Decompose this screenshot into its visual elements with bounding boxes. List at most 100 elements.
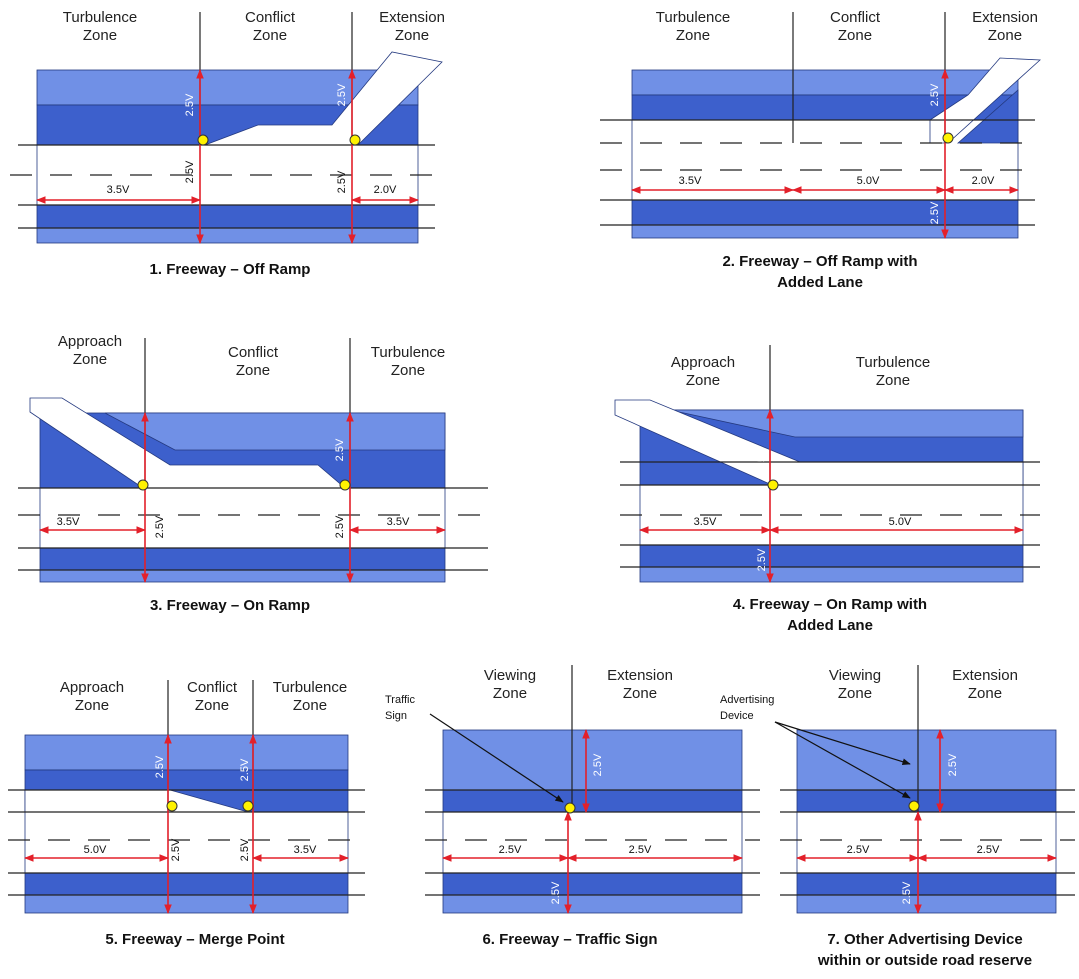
distance-label: 3.5V <box>387 516 410 528</box>
zone-label: Viewing <box>484 667 536 684</box>
road-band <box>24 894 349 914</box>
road-band <box>36 204 419 229</box>
distance-label: 2.0V <box>972 175 995 187</box>
reference-point <box>339 479 351 491</box>
road-band <box>442 729 743 791</box>
reference-point <box>349 134 361 146</box>
zone-label: Zone <box>988 27 1022 44</box>
reference-point <box>166 800 178 812</box>
distance-label: 5.0V <box>857 175 880 187</box>
distance-label: 5.0V <box>889 516 912 528</box>
distance-label: 2.5V <box>239 758 251 781</box>
reference-point <box>767 479 779 491</box>
distance-label: 2.5V <box>947 753 959 776</box>
zone-label: Zone <box>195 697 229 714</box>
pointer <box>429 713 564 803</box>
zone-label: Approach <box>58 333 122 350</box>
distance-label: 2.5V <box>154 515 166 538</box>
zone-label: Zone <box>83 27 117 44</box>
distance-label: 2.5V <box>239 838 251 861</box>
road-band <box>36 227 419 244</box>
zone-label: Zone <box>236 362 270 379</box>
distance-label: 2.5V <box>756 548 768 571</box>
road-band <box>796 789 1057 813</box>
zone-label: Extension <box>972 9 1038 26</box>
ramp <box>614 399 1024 486</box>
reference-point <box>564 802 576 814</box>
zone-label: Zone <box>676 27 710 44</box>
distance-label: 2.5V <box>550 881 562 904</box>
zone-label: Zone <box>391 362 425 379</box>
distance-label: 2.5V <box>756 448 768 471</box>
distance-label: 3.5V <box>57 516 80 528</box>
caption: within or outside road reserve <box>817 952 1032 969</box>
reference-point <box>242 800 254 812</box>
ramp <box>956 89 1019 144</box>
distance-label: 2.5V <box>336 83 348 106</box>
distance-label: 2.5V <box>929 201 941 224</box>
road-band <box>442 872 743 896</box>
zone-label: Zone <box>876 372 910 389</box>
sign-label: Advertising <box>720 694 774 706</box>
zone-label: Conflict <box>187 679 238 696</box>
distance-label: 3.5V <box>107 184 130 196</box>
road-band <box>796 811 1057 874</box>
reference-point <box>942 132 954 144</box>
reference-point <box>197 134 209 146</box>
pointer <box>774 721 911 799</box>
caption: 3. Freeway – On Ramp <box>150 597 310 614</box>
zone-label: Turbulence <box>656 9 731 26</box>
road-band <box>39 569 446 583</box>
road-band <box>39 547 446 571</box>
caption: 5. Freeway – Merge Point <box>105 931 284 948</box>
distance-label: 2.5V <box>629 844 652 856</box>
distance-label: 2.5V <box>130 443 142 466</box>
zone-label: Zone <box>686 372 720 389</box>
zone-label: Zone <box>73 351 107 368</box>
road-band <box>796 729 1057 791</box>
zone-label: Turbulence <box>371 344 446 361</box>
road-band <box>39 487 446 549</box>
reference-point <box>908 800 920 812</box>
zone-label: Zone <box>395 27 429 44</box>
sign-label: Traffic <box>385 694 415 706</box>
zone-label: Zone <box>493 685 527 702</box>
zone-label: Zone <box>293 697 327 714</box>
road-band <box>442 789 743 813</box>
distance-label: 2.5V <box>170 838 182 861</box>
distance-label: 2.5V <box>901 881 913 904</box>
road-band <box>24 872 349 896</box>
zone-label: Zone <box>838 27 872 44</box>
road-band <box>24 811 349 874</box>
distance-label: 2.5V <box>929 83 941 106</box>
caption: 4. Freeway – On Ramp with <box>733 596 927 613</box>
ramp <box>104 412 446 451</box>
zone-label: Extension <box>607 667 673 684</box>
distance-label: 2.0V <box>374 184 397 196</box>
road-band <box>796 872 1057 896</box>
zone-label: Approach <box>60 679 124 696</box>
zone-label: Conflict <box>245 9 296 26</box>
caption: Added Lane <box>787 617 873 634</box>
zone-label: Zone <box>75 697 109 714</box>
pointer <box>774 721 911 765</box>
sign-label: Device <box>720 710 754 722</box>
caption: 2. Freeway – Off Ramp with <box>722 253 917 270</box>
distance-label: 5.0V <box>84 844 107 856</box>
distance-label: 3.5V <box>294 844 317 856</box>
sign-label: Sign <box>385 710 407 722</box>
distance-label: 2.5V <box>184 160 196 183</box>
distance-label: 2.5V <box>334 438 346 461</box>
zone-label: Extension <box>379 9 445 26</box>
zone-label: Conflict <box>228 344 279 361</box>
road-band <box>796 894 1057 914</box>
zone-label: Zone <box>623 685 657 702</box>
distance-label: 2.5V <box>499 844 522 856</box>
distance-label: 3.5V <box>679 175 702 187</box>
zone-label: Zone <box>253 27 287 44</box>
road-band <box>24 734 349 771</box>
zone-label: Turbulence <box>856 354 931 371</box>
road-band <box>639 566 1024 583</box>
zone-label: Zone <box>968 685 1002 702</box>
zone-label: Turbulence <box>273 679 348 696</box>
